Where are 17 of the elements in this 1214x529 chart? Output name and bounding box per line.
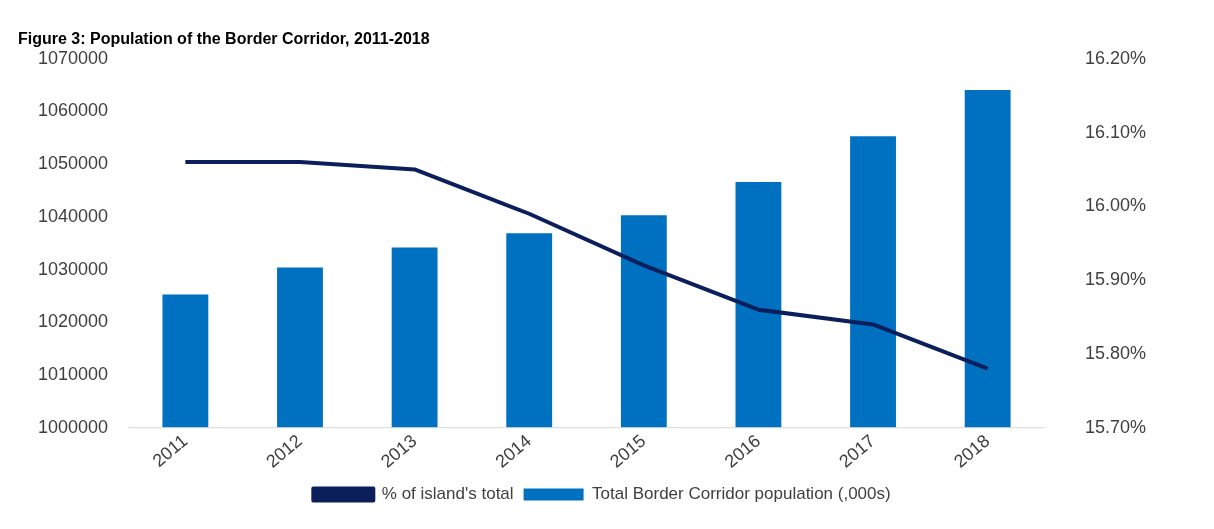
y-tick-label: 1000000	[38, 416, 109, 437]
y2-tick-label: 15.90%	[1084, 269, 1147, 290]
y2-tick-label: 16.20%	[1084, 47, 1147, 68]
y-tick-label: 1010000	[38, 363, 109, 384]
legend-label: Total Border Corridor population (,000s)	[592, 484, 891, 504]
y-tick-label: 1060000	[38, 100, 109, 121]
y2-tick-label: 15.70%	[1084, 416, 1147, 437]
y2-tick-label: 16.00%	[1084, 195, 1147, 216]
legend-label: % of island's total	[381, 484, 514, 504]
chart-title: Figure 3: Population of the Border Corridor, 2011-2018	[18, 29, 430, 47]
y-tick-label: 1030000	[38, 258, 109, 279]
y2-tick-label: 16.10%	[1084, 121, 1147, 142]
y-tick-label: 1040000	[38, 205, 109, 226]
y2-tick-label: 15.80%	[1084, 342, 1147, 363]
y-tick-label: 1020000	[38, 311, 109, 332]
y-tick-label: 1050000	[38, 153, 109, 174]
y-tick-label: 1070000	[38, 47, 109, 68]
